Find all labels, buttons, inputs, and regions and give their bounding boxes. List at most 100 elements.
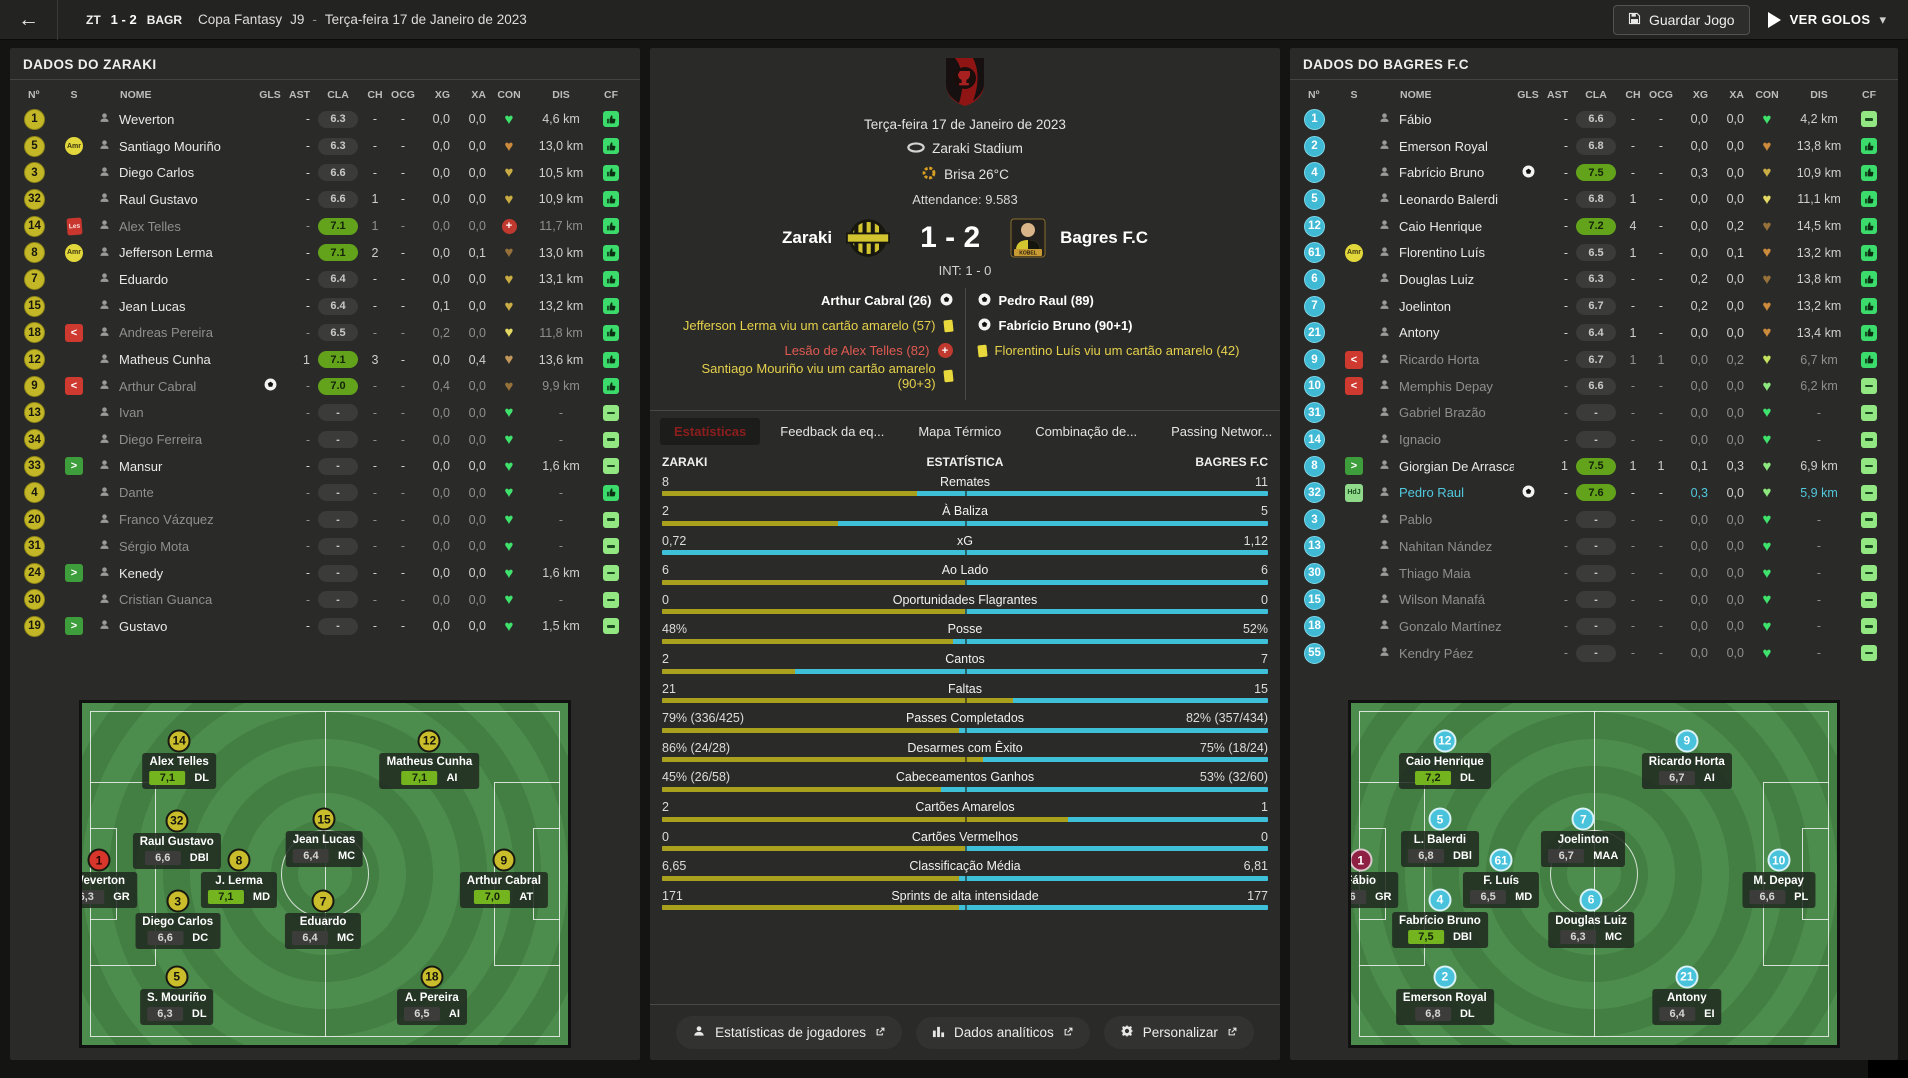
rating-cell: 7.6 bbox=[1572, 484, 1620, 502]
player-row[interactable]: 24 > Kenedy - - - -0,0 0,0 ♥ 1,6 km bbox=[22, 560, 628, 587]
home-team-name[interactable]: Zaraki bbox=[782, 228, 833, 247]
chevron-down-icon[interactable]: ▾ bbox=[1879, 11, 1886, 27]
player-row[interactable]: 13 Nahitan Nández - - - -0,0 0,0 ♥ - bbox=[1302, 533, 1886, 560]
pitch-player-number: 15 bbox=[312, 807, 336, 831]
player-row[interactable]: 31 Sérgio Mota - - - -0,0 0,0 ♥ - bbox=[22, 533, 628, 560]
pitch-rating-chip: 6,7 bbox=[1548, 849, 1585, 864]
estat-sticas-de-jogadores-button[interactable]: Estatísticas de jogadores bbox=[676, 1016, 902, 1049]
player-row[interactable]: 5 Amr Santiago Mouriño -6.3- -0,0 0,0 ♥ 13,0 km bbox=[22, 133, 628, 160]
player-row[interactable]: 15 Jean Lucas -6.4- -0,1 0,0 ♥ 13,2 km bbox=[22, 293, 628, 320]
pitch-player[interactable]: 2 bbox=[1433, 965, 1457, 989]
pitch-label-box: Douglas Luiz 6,3 MC bbox=[1548, 911, 1634, 948]
pitch-player[interactable]: 8 bbox=[227, 848, 251, 872]
player-row[interactable]: 3 Pablo - - - -0,0 0,0 ♥ - bbox=[1302, 506, 1886, 533]
save-game-button[interactable]: Guardar Jogo bbox=[1612, 4, 1750, 35]
tab-estat-sticas[interactable]: Estatísticas bbox=[660, 418, 761, 445]
player-row[interactable]: 9 < Arthur Cabral -7.0- -0,4 0,0 ♥ 9,9 km bbox=[22, 373, 628, 400]
rating-cell: - bbox=[1572, 644, 1620, 662]
pitch-player[interactable]: 14 bbox=[167, 729, 191, 753]
player-row[interactable]: 3 Diego Carlos -6.6- -0,0 0,0 ♥ 10,5 km bbox=[22, 159, 628, 186]
player-row[interactable]: 1 Weverton -6.3- -0,0 0,0 ♥ 4,6 km bbox=[22, 106, 628, 133]
player-row[interactable]: 4 Dante - - - -0,0 0,0 ♥ - bbox=[22, 480, 628, 507]
player-row[interactable]: 19 > Gustavo - - - -0,0 0,0 ♥ 1,5 km bbox=[22, 613, 628, 640]
tab-passing-networ-[interactable]: Passing Networ... bbox=[1171, 424, 1273, 439]
player-row[interactable]: 2 Emerson Royal -6.8- -0,0 0,0 ♥ 13,8 km bbox=[1302, 133, 1886, 160]
player-row[interactable]: 7 Joelinton -6.7- -0,2 0,0 ♥ 13,2 km bbox=[1302, 293, 1886, 320]
pitch-player[interactable]: 61 bbox=[1489, 848, 1513, 872]
xa-cell: 0,0 bbox=[1726, 432, 1744, 447]
player-row[interactable]: 30 Thiago Maia - - - -0,0 0,0 ♥ - bbox=[1302, 560, 1886, 587]
player-row[interactable]: 55 Kendry Páez - - - -0,0 0,0 ♥ - bbox=[1302, 640, 1886, 667]
pitch-player[interactable]: 32 bbox=[165, 809, 189, 833]
player-row[interactable]: 33 > Mansur - - - -0,0 0,0 ♥ 1,6 km bbox=[22, 453, 628, 480]
condition-cell: ♥ bbox=[1748, 352, 1786, 367]
ocg-cell: - bbox=[400, 512, 406, 527]
player-row[interactable]: 31 Gabriel Brazão - - - -0,0 0,0 ♥ - bbox=[1302, 400, 1886, 427]
player-row[interactable]: 61 Amr Florentino Luís -6.5 1-0,0 0,1 ♥ 13,2 km bbox=[1302, 239, 1886, 266]
player-row[interactable]: 14 Les Alex Telles -7.1 1-0,0 0,0 +11,7 km bbox=[22, 213, 628, 240]
pitch-player[interactable]: 9 bbox=[492, 848, 516, 872]
assists-cell: - bbox=[1563, 325, 1568, 340]
pitch-player[interactable]: 9 bbox=[1675, 729, 1699, 753]
player-row[interactable]: 14 Ignacio - - - -0,0 0,0 ♥ - bbox=[1302, 426, 1886, 453]
player-row[interactable]: 9 < Ricardo Horta -6.7 1 1 0,0 0,2 ♥ 6,7 km bbox=[1302, 346, 1886, 373]
goals-cell bbox=[1514, 485, 1542, 501]
pitch-player[interactable]: 5 bbox=[1428, 807, 1452, 831]
player-row[interactable]: 8 Amr Jefferson Lerma -7.1 2-0,0 0,1 ♥ 13,0 km bbox=[22, 239, 628, 266]
pitch-player[interactable]: 12 bbox=[1433, 729, 1457, 753]
pitch-player[interactable]: 1 bbox=[1351, 848, 1373, 872]
player-row[interactable]: 12 Matheus Cunha 1 7.1 3 - 0,0 0,4 ♥ 13,6 km bbox=[22, 346, 628, 373]
player-row[interactable]: 6 Douglas Luiz -6.3- -0,2 0,0 ♥ 13,8 km bbox=[1302, 266, 1886, 293]
rating-pill: - bbox=[318, 457, 358, 475]
pitch-player-info: 6,4 EI bbox=[1659, 1006, 1715, 1021]
pitch-player[interactable]: 21 bbox=[1675, 965, 1699, 989]
pitch-player[interactable]: 12 bbox=[417, 729, 441, 753]
player-row[interactable]: 34 Diego Ferreira - - - -0,0 0,0 ♥ - bbox=[22, 426, 628, 453]
player-row[interactable]: 12 Caio Henrique -7.2 4-0,0 0,2 ♥ 14,5 km bbox=[1302, 213, 1886, 240]
back-button[interactable]: ← bbox=[0, 0, 58, 40]
pitch-player[interactable]: 7 bbox=[311, 889, 335, 913]
player-row[interactable]: 15 Wilson Manafá - - - -0,0 0,0 ♥ - bbox=[1302, 586, 1886, 613]
dados-anal-ticos-button[interactable]: Dados analíticos bbox=[915, 1016, 1090, 1049]
pitch-player[interactable]: 10 bbox=[1767, 848, 1791, 872]
player-row[interactable]: 7 Eduardo -6.4- -0,0 0,0 ♥ 13,1 km bbox=[22, 266, 628, 293]
personalizar-button[interactable]: Personalizar bbox=[1103, 1016, 1254, 1049]
player-row[interactable]: 10 < Memphis Depay -6.6- -0,0 0,0 ♥ 6,2 km bbox=[1302, 373, 1886, 400]
player-row[interactable]: 20 Franco Vázquez - - - -0,0 0,0 ♥ - bbox=[22, 506, 628, 533]
condition-cell: ♥ bbox=[1748, 219, 1786, 234]
player-row[interactable]: 18 Gonzalo Martínez - - - -0,0 0,0 ♥ - bbox=[1302, 613, 1886, 640]
pitch-player[interactable]: 1 bbox=[87, 848, 111, 872]
pitch-player[interactable]: 18 bbox=[420, 965, 444, 989]
player-row[interactable]: 4 Fabrício Bruno -7.5- -0,3 0,0 ♥ 10,9 km bbox=[1302, 159, 1886, 186]
view-goals-button[interactable]: VER GOLOS ▾ bbox=[1767, 11, 1886, 28]
ch-cell: 2 bbox=[371, 245, 379, 260]
pitch-player[interactable]: 4 bbox=[1428, 888, 1452, 912]
stat-home-value: 0,72 bbox=[662, 533, 687, 548]
pitch-player[interactable]: 7 bbox=[1571, 807, 1595, 831]
player-row[interactable]: 21 Antony -6.4 1-0,0 0,0 ♥ 13,4 km bbox=[1302, 320, 1886, 347]
player-avatar-icon bbox=[1378, 191, 1391, 207]
player-row[interactable]: 13 Ivan - - - -0,0 0,0 ♥ - bbox=[22, 400, 628, 427]
stat-row: 86% (24/28) Desarmes com Êxito 75% (18/24) bbox=[662, 738, 1268, 763]
tab-mapa-t-rmico[interactable]: Mapa Térmico bbox=[918, 424, 1002, 439]
player-row[interactable]: 1 Fábio -6.6- -0,0 0,0 ♥ 4,2 km bbox=[1302, 106, 1886, 133]
player-name-cell: Raul Gustavo bbox=[92, 191, 256, 207]
pitch-player[interactable]: 3 bbox=[166, 889, 190, 913]
player-row[interactable]: 30 Cristian Guanca - - - -0,0 0,0 ♥ - bbox=[22, 586, 628, 613]
xg-cell: 0,0 bbox=[1690, 379, 1708, 394]
pitch-player[interactable]: 15 bbox=[312, 807, 336, 831]
player-row[interactable]: 18 < Andreas Pereira -6.5- -0,2 0,0 ♥ 11,8 km bbox=[22, 320, 628, 347]
player-row[interactable]: 5 Leonardo Balerdi -6.8 1-0,0 0,0 ♥ 11,1 km bbox=[1302, 186, 1886, 213]
pitch-player[interactable]: 5 bbox=[165, 965, 189, 989]
tab-feedback-da-eq-[interactable]: Feedback da eq... bbox=[780, 424, 885, 439]
player-name-cell: Ignacio bbox=[1372, 432, 1514, 448]
pitch-position: AI bbox=[446, 771, 458, 784]
pitch-player[interactable]: 6 bbox=[1579, 888, 1603, 912]
tab-combina-o-de-[interactable]: Combinação de... bbox=[1035, 424, 1138, 439]
ch-cell: - bbox=[372, 459, 378, 474]
player-row[interactable]: 32 HdJ Pedro Raul -7.6- -0,3 0,0 ♥ 5,9 km bbox=[1302, 480, 1886, 507]
player-row[interactable]: 32 Raul Gustavo -6.6 1-0,0 0,0 ♥ 10,9 km bbox=[22, 186, 628, 213]
away-team-name[interactable]: Bagres F.C bbox=[1060, 228, 1148, 247]
ch-cell: - bbox=[1630, 379, 1636, 394]
player-row[interactable]: 8 > Giorgian De Arrascaeta 1 7.5 1 1 0,1 0,3 ♥ 6,9… bbox=[1302, 453, 1886, 480]
